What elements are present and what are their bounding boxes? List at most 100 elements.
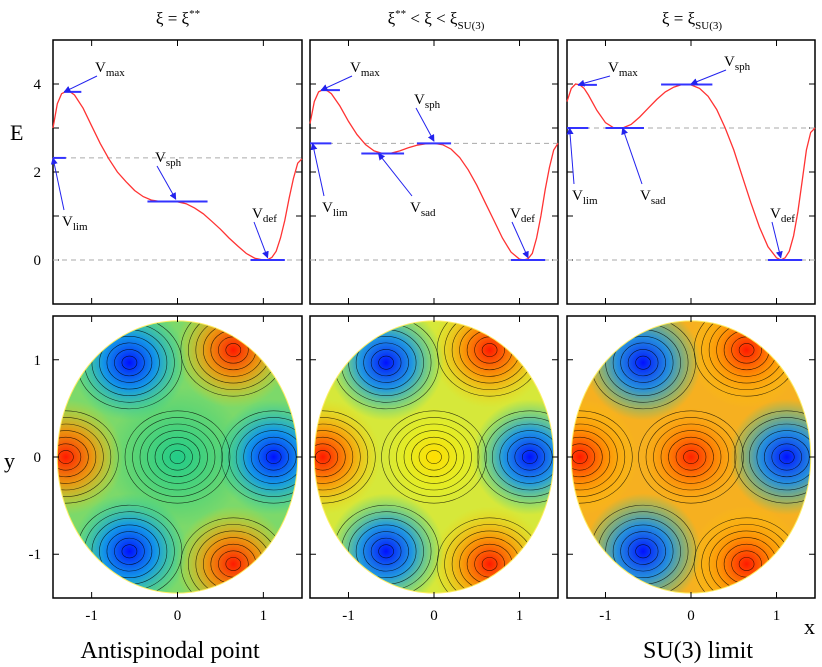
y-tick-label: 2	[34, 165, 42, 181]
contour-line	[411, 436, 457, 478]
arrow-sad	[377, 152, 413, 197]
contour-line	[741, 417, 811, 497]
level-label-lim: Vlim	[572, 188, 598, 207]
arrow-def	[253, 221, 269, 259]
contour-line	[756, 430, 811, 484]
arrow-max	[63, 75, 98, 93]
extremum-min	[215, 399, 298, 515]
contour-line	[627, 537, 659, 565]
level-label-sad: Vsad	[410, 200, 436, 219]
extremum-center	[641, 407, 741, 507]
contour-line	[668, 436, 714, 478]
contour-line	[121, 355, 138, 370]
level-label-def: Vdef	[252, 206, 277, 225]
contour-line	[154, 436, 201, 478]
arrow-max	[320, 75, 353, 91]
contour-line	[675, 443, 707, 471]
contour-line	[99, 524, 160, 579]
contour-line	[355, 524, 417, 579]
level-label-def: Vdef	[510, 206, 535, 225]
energy-curve	[52, 90, 303, 261]
arrow-def	[511, 221, 529, 259]
y-tick-label: 1	[34, 353, 42, 369]
contour-line	[738, 557, 755, 571]
energy-panel-2: Vmax Vlim Vsad Vsph Vdef	[309, 39, 559, 305]
contour-line	[620, 342, 666, 383]
y-tick-label: 0	[34, 253, 42, 269]
contour-line	[378, 544, 394, 559]
contour-line	[57, 430, 97, 484]
contour-line	[121, 544, 138, 559]
level-label-sph: Vsph	[724, 54, 751, 73]
contour-line	[491, 423, 554, 491]
contour-line	[162, 443, 193, 471]
level-label-def: Vdef	[770, 206, 795, 225]
contour-line	[370, 537, 402, 565]
column-title-2: ξ** < ξ < ξSU(3)	[388, 8, 485, 32]
contour-line	[370, 349, 402, 377]
contour-line	[683, 450, 699, 464]
extremum-center	[384, 407, 484, 507]
energy-panel-3: Vmax Vlim Vsad Vsph Vdef	[566, 39, 816, 305]
contour-line	[571, 423, 618, 491]
contour-line	[418, 443, 450, 471]
contour-line	[481, 343, 498, 357]
contour-line	[124, 410, 231, 504]
contour-line	[258, 443, 289, 471]
contour-line	[571, 410, 633, 504]
energy-curve	[566, 83, 816, 261]
extremum-max	[314, 399, 381, 515]
level-label-sph: Vsph	[414, 92, 441, 111]
arrow-sph	[156, 165, 177, 200]
y-tick-label: 0	[34, 450, 42, 466]
energy-panel-1: 0 2 4 Vmax Vlim Vsph Vdef	[34, 39, 303, 305]
extremum-min	[728, 399, 811, 515]
level-label-max: Vmax	[608, 60, 638, 79]
contour-line	[132, 417, 223, 497]
extremum-max	[57, 399, 124, 515]
x-tick-label: 0	[430, 608, 438, 624]
arrow-lim	[566, 127, 575, 185]
contour-line	[314, 436, 346, 478]
x-tick-label: 1	[516, 608, 524, 624]
contour-line	[265, 450, 282, 464]
contour-line	[499, 430, 554, 484]
x-tick-label: -1	[85, 608, 98, 624]
y-axis-label: y	[4, 448, 15, 473]
contour-line	[653, 423, 729, 491]
contour-line	[363, 342, 409, 383]
contour-line	[620, 531, 666, 572]
contour-line	[778, 450, 795, 464]
contour-line	[314, 417, 369, 497]
contour-line	[381, 410, 487, 504]
column-title-1: ξ = ξ**	[156, 8, 200, 28]
contour-line	[521, 450, 538, 464]
contour-line	[314, 410, 376, 504]
arrow-max	[577, 75, 611, 87]
contour-line	[396, 423, 472, 491]
arrow-sad	[621, 127, 643, 185]
y-tick-label: 4	[34, 77, 42, 93]
extremum-max	[571, 399, 638, 515]
contour-line	[99, 335, 160, 390]
contour-panel-2: -1 0 1	[309, 315, 559, 624]
level-label-lim: Vlim	[322, 200, 348, 219]
contour-line	[57, 436, 89, 478]
level-label-sph: Vsph	[155, 150, 182, 169]
contour-line	[771, 443, 803, 471]
contour-line	[225, 343, 242, 357]
contour-line	[114, 537, 145, 565]
contour-line	[426, 450, 442, 464]
contour-line	[645, 417, 737, 497]
contour-line	[314, 443, 339, 471]
contour-line	[114, 349, 145, 377]
contour-line	[378, 355, 394, 370]
level-label-max: Vmax	[95, 60, 125, 79]
energy-axis-label: E	[10, 120, 23, 145]
contour-line	[627, 349, 659, 377]
contour-line	[612, 335, 674, 390]
contour-line	[738, 343, 755, 357]
energy-plot-frame	[309, 39, 559, 305]
arrow-sph	[415, 107, 435, 142]
